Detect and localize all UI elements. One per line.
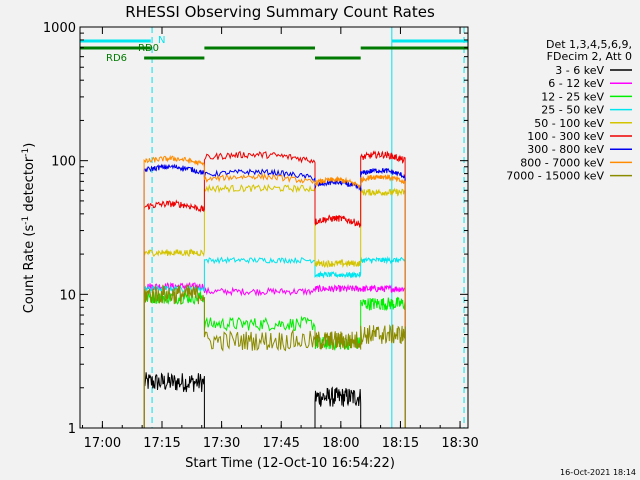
series-line-800-7000-kev (143, 154, 406, 428)
plot-frame (79, 26, 469, 429)
flag-label-rd6: RD6 (106, 53, 127, 64)
x-tick-label-4: 18:00 (322, 436, 359, 451)
legend-label-2: 12 - 25 keV (541, 90, 604, 103)
series-line-3-6-kev (143, 372, 406, 429)
legend-header-line-1: Det 1,3,4,5,6,9, (546, 38, 632, 51)
legend-label-7: 800 - 7000 keV (520, 156, 604, 169)
legend-header-line-2: FDecim 2, Att 0 (547, 50, 632, 63)
y-tick-label-3: 1000 (43, 21, 76, 36)
x-axis-label: Start Time (12-Oct-10 16:54:22) (185, 456, 395, 471)
series-line-100-300-kev (143, 150, 406, 428)
series-line-12-25-kev (143, 290, 406, 428)
y-tick-label-0: 1 (68, 422, 76, 437)
legend-label-6: 300 - 800 keV (527, 143, 604, 156)
axes: 17:00 17:15 17:30 17:45 18:00 18:15 18:30 1 10 10… (43, 21, 479, 451)
series-line-25-50-kev (143, 255, 406, 428)
legend: Det 1,3,4,5,6,9, FDecim 2, Att 0 3 - 6 k… (506, 38, 632, 183)
legend-label-3: 25 - 50 keV (541, 104, 604, 117)
flag-label-n: N (158, 35, 165, 46)
x-tick-label-1: 17:15 (143, 436, 180, 451)
series-line-7000-15000-kev (143, 284, 406, 428)
legend-label-8: 7000 - 15000 keV (506, 170, 604, 183)
legend-label-0: 3 - 6 keV (555, 64, 604, 77)
chart-title: RHESSI Observing Summary Count Rates (125, 3, 435, 21)
legend-label-4: 50 - 100 keV (534, 117, 604, 130)
legend-label-5: 100 - 300 keV (527, 130, 604, 143)
x-tick-label-0: 17:00 (84, 436, 121, 451)
x-tick-label-2: 17:30 (203, 436, 240, 451)
y-tick-label-2: 100 (51, 155, 76, 170)
y-tick-label-1: 10 (59, 288, 76, 303)
series-line-6-12-kev (143, 281, 406, 428)
x-tick-label-5: 18:15 (382, 436, 419, 451)
flag-label-rd0: RD0 (138, 43, 159, 54)
y-axis-label: Count Rate (s-1 detector-1) (21, 143, 37, 314)
x-tick-label-3: 17:45 (262, 436, 299, 451)
footer-date: 16-Oct-2021 18:14 (560, 468, 636, 477)
x-tick-label-6: 18:30 (441, 436, 478, 451)
legend-label-1: 6 - 12 keV (548, 77, 604, 90)
